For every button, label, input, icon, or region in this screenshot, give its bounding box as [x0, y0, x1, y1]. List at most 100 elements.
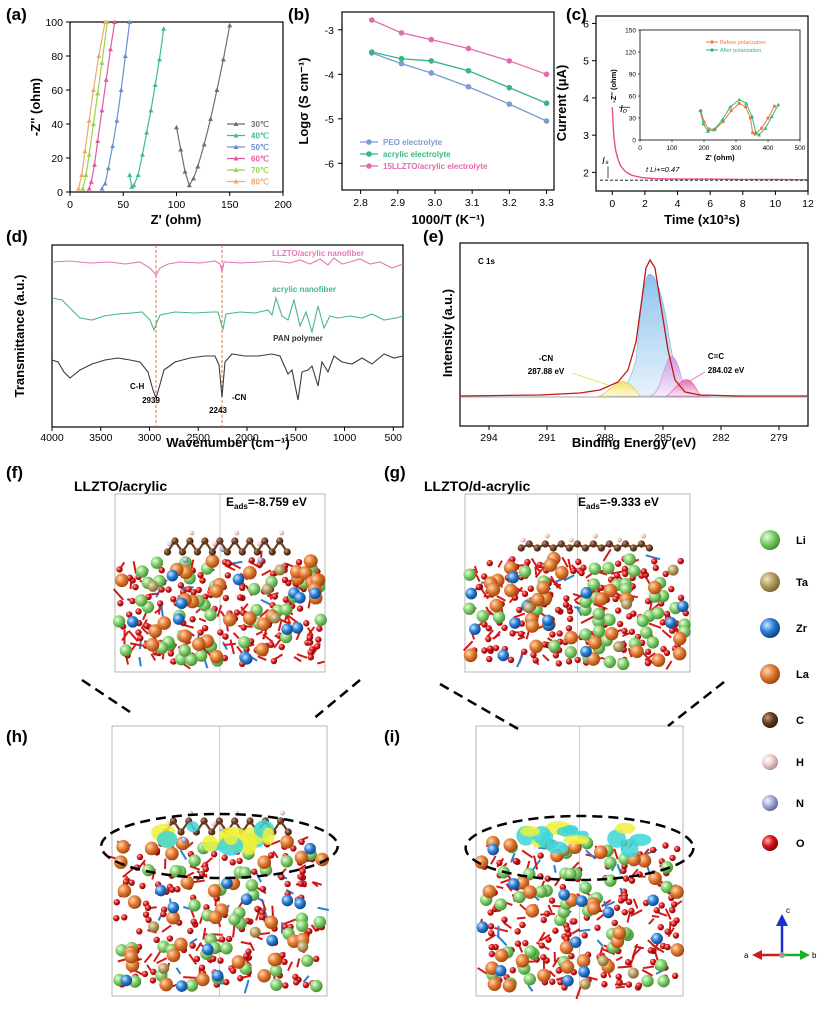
atom-o	[657, 923, 664, 931]
b-data-point	[506, 58, 513, 64]
atom-o	[670, 901, 678, 908]
curve-acrylic-nanofiber	[51, 295, 404, 335]
atom-o	[512, 857, 520, 865]
charge-density-blob	[563, 824, 579, 835]
atom-o	[540, 916, 547, 924]
panel-a-ylabel: -Z'' (ohm)	[28, 78, 43, 136]
b-legend-label: acrylic electrolyte	[383, 150, 451, 159]
bond	[313, 881, 323, 886]
atom-la	[594, 592, 608, 606]
a-legend-marker	[233, 133, 239, 138]
panel-a-label: (a)	[6, 5, 27, 24]
atom-li	[619, 582, 633, 596]
atom-zr	[167, 901, 180, 914]
bond	[642, 652, 654, 665]
atom-o	[128, 879, 135, 886]
a-legend-label: 50℃	[251, 143, 269, 152]
atom-o	[139, 882, 146, 890]
panel-i-label: (i)	[384, 727, 400, 746]
a-data-point	[91, 162, 97, 167]
inset-ytick-label: 150	[625, 28, 636, 35]
atom-o	[487, 923, 495, 930]
atom-o	[575, 558, 582, 566]
bond	[494, 926, 509, 933]
atom-o	[202, 865, 209, 873]
atom-zr	[647, 894, 659, 907]
a-ytick-label: 20	[51, 153, 63, 165]
a-xtick-label: 200	[274, 199, 292, 211]
a-data-point	[214, 87, 220, 92]
atom-la	[503, 838, 518, 852]
atom-o	[581, 932, 588, 939]
a-data-point	[76, 186, 82, 191]
b-legend-marker	[366, 151, 372, 157]
atom-li	[247, 582, 261, 596]
atom-o	[624, 959, 632, 966]
bond	[534, 566, 538, 576]
bond	[547, 577, 558, 586]
a-data-point	[156, 56, 162, 62]
a-data-point	[79, 172, 85, 177]
atom-li	[135, 565, 149, 578]
a-data-point	[86, 152, 92, 157]
d-xtick-label: 2000	[235, 432, 259, 444]
a-data-point	[90, 87, 96, 92]
atom-zr	[221, 877, 233, 890]
atom-o	[488, 930, 495, 937]
atom-la	[536, 580, 551, 595]
panel-c-plot	[600, 106, 809, 181]
atom-la	[174, 937, 188, 952]
atom-o	[475, 583, 483, 591]
atom-ta	[627, 967, 639, 979]
atom-o	[210, 850, 218, 858]
atom-zr	[266, 934, 278, 947]
bond	[272, 850, 279, 859]
atom-o	[177, 582, 185, 589]
bond	[516, 655, 524, 668]
a-xtick-label: 0	[67, 199, 73, 211]
atom-o	[614, 560, 622, 567]
atom-la	[280, 835, 294, 849]
atom-o	[259, 885, 267, 893]
inset-point	[757, 132, 762, 137]
bond	[311, 881, 319, 888]
atom-o	[316, 625, 323, 632]
atom-zr	[651, 932, 663, 945]
a-ytick-label: 60	[51, 85, 63, 97]
atom-li	[579, 595, 592, 608]
panel-e-label: (e)	[423, 227, 444, 246]
atom-zr	[507, 878, 520, 890]
atom-o	[117, 600, 124, 607]
b-series-line	[371, 52, 547, 122]
atom-o	[236, 975, 244, 982]
atom-o	[113, 898, 120, 906]
atom-o	[193, 955, 201, 963]
atom-la	[651, 653, 666, 667]
c-ytick-label: 2	[583, 167, 589, 179]
bond	[593, 602, 608, 610]
a-data-point	[201, 141, 207, 147]
b-data-point	[398, 55, 405, 62]
bond	[665, 660, 673, 670]
c1s-main-peak	[609, 273, 701, 397]
bond	[552, 956, 560, 968]
bond	[283, 615, 288, 624]
triad-a-arrow	[752, 950, 762, 960]
panel-c-frame	[595, 15, 809, 192]
charge-density-blob	[262, 827, 275, 845]
triad-origin	[779, 952, 785, 958]
atom-o	[565, 625, 573, 632]
bond	[223, 642, 237, 646]
b-ytick-label: -3	[325, 25, 334, 37]
atom-o	[552, 652, 560, 659]
bond	[243, 979, 250, 994]
bond	[533, 855, 539, 870]
atom-o	[292, 973, 299, 981]
atom-o	[594, 924, 601, 931]
legend-symbol-zr: Zr	[796, 623, 808, 635]
bond	[542, 654, 550, 662]
bond	[270, 839, 281, 846]
legend-atom-li	[760, 530, 780, 550]
atom-o	[514, 928, 521, 935]
atom-la	[604, 626, 619, 641]
